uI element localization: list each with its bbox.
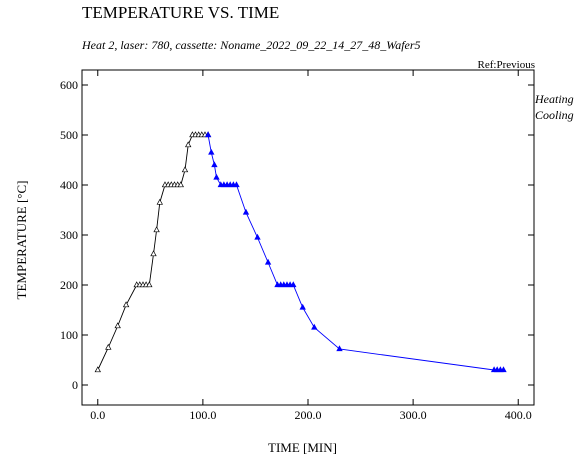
data-point-heating: [150, 250, 157, 257]
reference-label: Ref:Previous: [477, 59, 535, 71]
x-tick-label: 200.0: [295, 408, 322, 422]
data-point-cooling: [299, 303, 306, 310]
data-point-cooling: [242, 208, 250, 215]
data-point-heating: [181, 166, 189, 173]
data-point-heating: [94, 366, 101, 373]
plot-frame: [81, 69, 535, 406]
y-tick-label: 100: [60, 328, 78, 342]
data-point-heating: [177, 181, 184, 188]
y-tick-label: 500: [60, 128, 78, 142]
y-tick-label: 600: [60, 78, 78, 92]
data-point-cooling: [336, 345, 343, 352]
data-point-cooling: [233, 181, 240, 188]
y-tick-label: 200: [60, 278, 78, 292]
y-tick-label: 0: [72, 378, 78, 392]
y-tick-label: 400: [60, 178, 78, 192]
data-point-heating: [122, 301, 130, 308]
data-point-cooling: [208, 148, 215, 155]
legend-heating: Heating: [535, 92, 574, 106]
data-point-cooling: [311, 323, 318, 330]
data-point-heating: [146, 281, 153, 288]
x-axis-label: TIME [MIN]: [268, 440, 337, 455]
data-point-heating: [185, 141, 192, 148]
data-point-cooling: [213, 173, 220, 180]
data-point-heating: [114, 322, 121, 329]
data-point-cooling: [264, 258, 272, 265]
data-point-cooling: [204, 131, 212, 138]
chart-title: TEMPERATURE VS. TIME: [82, 3, 280, 22]
axis-ticks: 0.0 100.0 200.0 300.0 400.0 0 100 200 300 400 500 6…: [60, 70, 534, 422]
series-layer: [94, 131, 507, 373]
data-point-cooling: [211, 161, 218, 168]
y-tick-label: 300: [60, 228, 78, 242]
x-tick-label: 0.0: [90, 408, 105, 422]
data-point-heating: [153, 226, 160, 233]
data-point-heating: [105, 343, 112, 350]
chart-subtitle: Heat 2, laser: 780, cassette: Noname_202…: [82, 38, 421, 52]
data-point-heating: [156, 198, 163, 205]
x-tick-label: 100.0: [189, 408, 216, 422]
series-line-cooling: [207, 134, 504, 371]
x-tick-label: 300.0: [400, 408, 427, 422]
data-point-cooling: [500, 366, 507, 373]
legend-cooling: Cooling: [535, 108, 574, 122]
data-point-cooling: [290, 281, 297, 288]
data-point-cooling: [254, 233, 261, 240]
x-tick-label: 400.0: [505, 408, 532, 422]
